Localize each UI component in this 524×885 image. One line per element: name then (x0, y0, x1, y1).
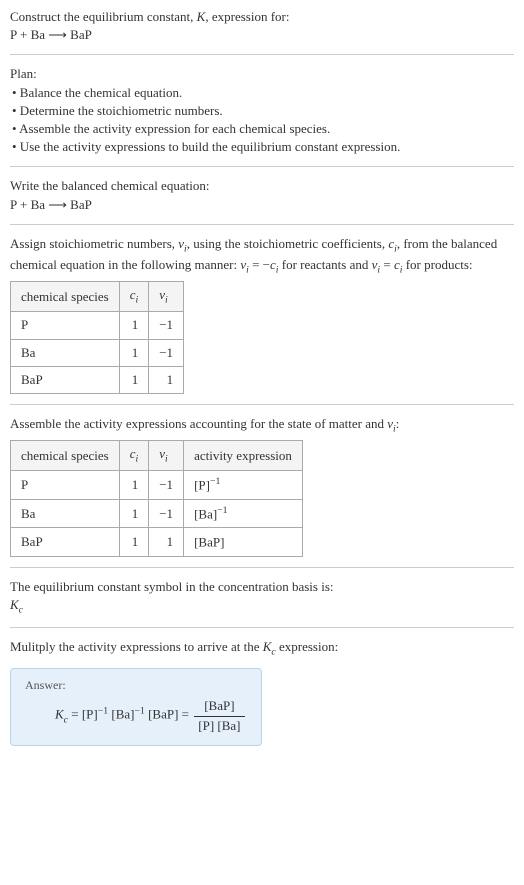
answer-box: Answer: Kc = [P]−1 [Ba]−1 [BaP] = [BaP][… (10, 668, 262, 746)
activity-intro: : (396, 416, 400, 431)
cell-nu: 1 (149, 528, 184, 557)
divider (10, 54, 514, 55)
fraction: [BaP][P] [Ba] (194, 697, 244, 734)
balanced-section: Write the balanced chemical equation: P … (10, 177, 514, 213)
answer-label: Answer: (25, 677, 247, 694)
col-c: ci (119, 441, 149, 471)
cell-nu: −1 (149, 471, 184, 500)
col-c: ci (119, 282, 149, 312)
cell-species: P (11, 312, 120, 339)
stoich-text: = − (249, 257, 270, 272)
cell-activity: [BaP] (184, 528, 303, 557)
col-species: chemical species (11, 282, 120, 312)
activity-table: chemical species ci νi activity expressi… (10, 440, 303, 557)
divider (10, 166, 514, 167)
kc-value: Kc (10, 596, 514, 617)
cell-c: 1 (119, 528, 149, 557)
table-row: Ba 1 −1 [Ba]−1 (11, 499, 303, 528)
cell-species: Ba (11, 499, 120, 528)
stoich-text: , using the stoichiometric coefficients, (187, 236, 389, 251)
answer-expression: Kc = [P]−1 [Ba]−1 [BaP] = [BaP][P] [Ba] (25, 697, 247, 734)
divider (10, 627, 514, 628)
cell-activity: [Ba]−1 (184, 499, 303, 528)
stoich-text: for reactants and (279, 257, 372, 272)
cell-species: BaP (11, 366, 120, 393)
col-activity: activity expression (184, 441, 303, 471)
multiply-section: Mulitply the activity expressions to arr… (10, 638, 514, 659)
cell-nu: 1 (149, 366, 184, 393)
table-row: Ba 1 −1 (11, 339, 184, 366)
divider (10, 567, 514, 568)
plan-section: Plan: • Balance the chemical equation. •… (10, 65, 514, 156)
header-line1b: , expression for: (205, 9, 289, 24)
table-row: BaP 1 1 [BaP] (11, 528, 303, 557)
cell-nu: −1 (149, 499, 184, 528)
plan-bullet: • Determine the stoichiometric numbers. (10, 102, 514, 120)
kc-line1: The equilibrium constant symbol in the c… (10, 578, 514, 596)
table-row: P 1 −1 [P]−1 (11, 471, 303, 500)
cell-c: 1 (119, 312, 149, 339)
table-header-row: chemical species ci νi activity expressi… (11, 441, 303, 471)
kc-symbol-section: The equilibrium constant symbol in the c… (10, 578, 514, 617)
cell-activity: [P]−1 (184, 471, 303, 500)
plan-bullet: • Balance the chemical equation. (10, 84, 514, 102)
multiply-text: expression: (276, 639, 338, 654)
header-line1: Construct the equilibrium constant, (10, 9, 197, 24)
stoich-text: for products: (402, 257, 472, 272)
cell-nu: −1 (149, 339, 184, 366)
cell-c: 1 (119, 366, 149, 393)
cell-nu: −1 (149, 312, 184, 339)
table-row: P 1 −1 (11, 312, 184, 339)
cell-species: P (11, 471, 120, 500)
cell-species: Ba (11, 339, 120, 366)
cell-c: 1 (119, 471, 149, 500)
header: Construct the equilibrium constant, K, e… (10, 8, 514, 44)
balanced-intro: Write the balanced chemical equation: (10, 177, 514, 195)
stoich-table: chemical species ci νi P 1 −1 Ba 1 −1 Ba… (10, 281, 184, 394)
divider (10, 224, 514, 225)
plan-bullet: • Use the activity expressions to build … (10, 138, 514, 156)
divider (10, 404, 514, 405)
cell-species: BaP (11, 528, 120, 557)
table-header-row: chemical species ci νi (11, 282, 184, 312)
col-nu: νi (149, 282, 184, 312)
plan-bullet: • Assemble the activity expression for e… (10, 120, 514, 138)
stoich-text: Assign stoichiometric numbers, (10, 236, 178, 251)
activity-section: Assemble the activity expressions accoun… (10, 415, 514, 557)
plan-title: Plan: (10, 65, 514, 83)
stoich-text: = (380, 257, 394, 272)
header-equation: P + Ba ⟶ BaP (10, 27, 92, 42)
stoich-section: Assign stoichiometric numbers, νi , using… (10, 235, 514, 394)
col-nu: νi (149, 441, 184, 471)
balanced-equation: P + Ba ⟶ BaP (10, 196, 514, 214)
table-row: BaP 1 1 (11, 366, 184, 393)
cell-c: 1 (119, 499, 149, 528)
multiply-text: Mulitply the activity expressions to arr… (10, 639, 263, 654)
cell-c: 1 (119, 339, 149, 366)
col-species: chemical species (11, 441, 120, 471)
activity-intro: Assemble the activity expressions accoun… (10, 416, 387, 431)
